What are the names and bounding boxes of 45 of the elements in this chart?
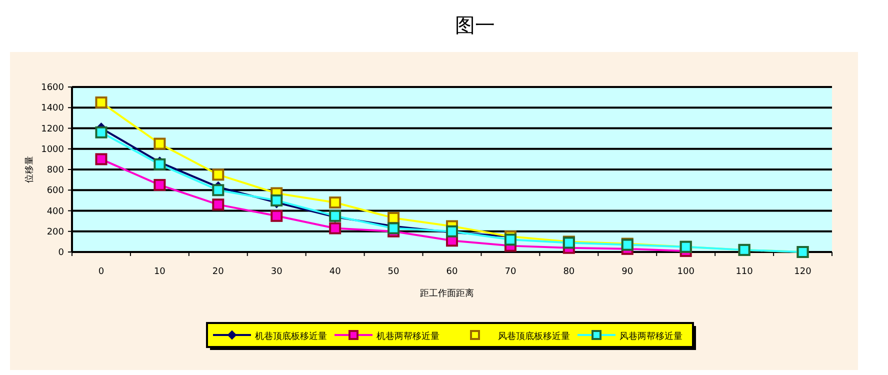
point — [154, 178, 166, 191]
x-tick-label: 0 — [98, 267, 104, 277]
x-tick-label: 40 — [329, 267, 342, 277]
x-tick-label: 120 — [794, 267, 812, 277]
point — [95, 96, 108, 108]
legend-label: 机巷两帮移近量 — [376, 331, 440, 342]
legend-label: 机巷顶底板移近量 — [255, 331, 327, 342]
x-tick-label: 20 — [212, 267, 224, 277]
x-tick-label: 30 — [270, 267, 283, 277]
x-tick-label: 80 — [563, 267, 575, 277]
y-tick-label: 1600 — [41, 83, 64, 93]
y-tick-label: 800 — [46, 166, 64, 176]
x-tick-label: 110 — [736, 267, 754, 277]
x-tick-label: 50 — [388, 267, 400, 277]
y-tick-label: 1000 — [41, 144, 64, 155]
point — [504, 234, 516, 246]
point — [388, 212, 400, 224]
x-tick-label: 60 — [446, 267, 458, 277]
point — [270, 210, 283, 222]
point — [388, 222, 400, 234]
point — [270, 194, 283, 206]
y-tick-label: 600 — [46, 186, 64, 196]
x-tick-label: 10 — [154, 267, 166, 277]
y-tick-label: 1400 — [41, 104, 64, 114]
x-tick-label: 100 — [677, 267, 695, 277]
point — [212, 168, 224, 181]
point — [329, 222, 342, 234]
point — [95, 126, 108, 138]
y-tick-label: 200 — [46, 227, 64, 238]
legend-label: 风巷顶底板移近量 — [498, 331, 570, 342]
point — [212, 198, 224, 211]
x-tick-label: 70 — [504, 267, 516, 277]
point — [95, 153, 108, 166]
x-tick-label: 90 — [622, 267, 634, 277]
x-axis-title: 距工作面距离 — [420, 288, 474, 299]
y-tick-label: 400 — [46, 206, 64, 217]
y-axis-title: 位移量 — [24, 156, 35, 183]
legend-label: 风巷两帮移近量 — [620, 331, 682, 342]
point — [154, 138, 166, 150]
y-tick-label: 1200 — [41, 124, 64, 134]
point — [212, 184, 224, 196]
chart-title: 图一 — [455, 13, 495, 37]
y-tick-label: 0 — [58, 248, 64, 258]
point — [154, 158, 166, 170]
point — [329, 196, 342, 208]
